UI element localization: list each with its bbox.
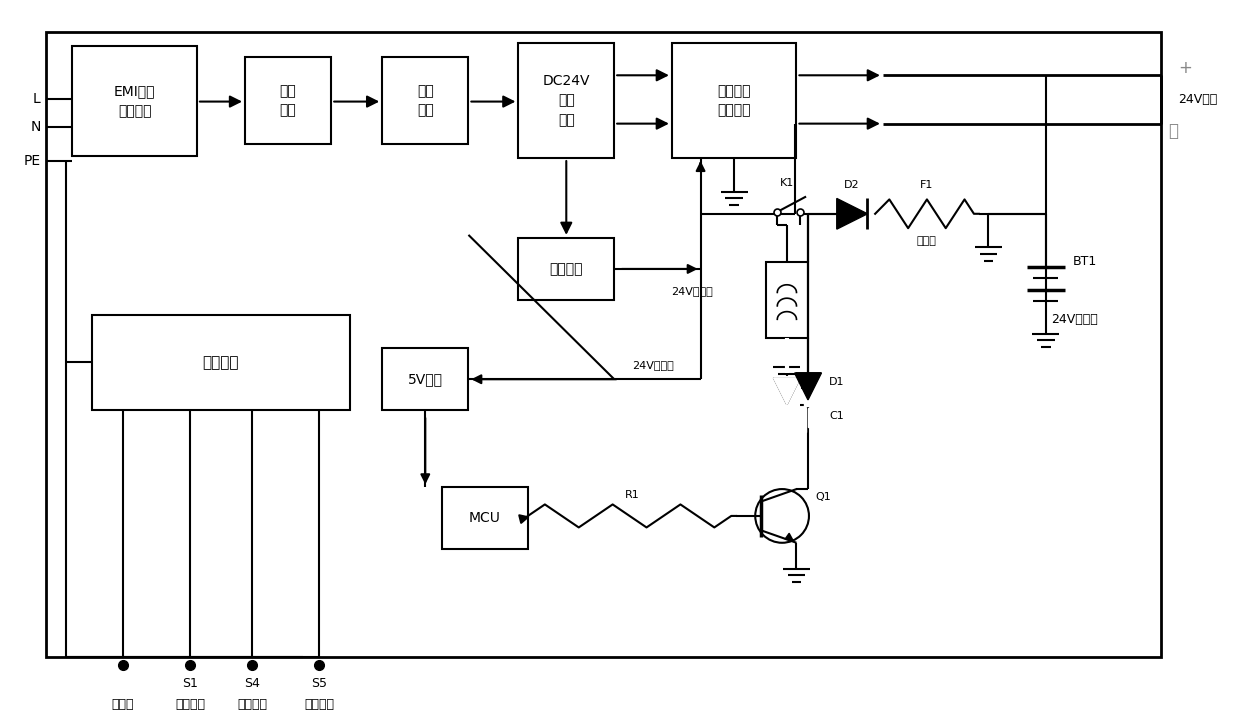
Text: 充电管理: 充电管理 [549,262,583,276]
Bar [518,238,614,300]
Text: 功率
转换: 功率 转换 [417,84,434,117]
Text: EMI滤波
防雷保护: EMI滤波 防雷保护 [114,84,155,118]
Text: 备电工作: 备电工作 [237,699,267,710]
Bar [246,58,331,143]
Text: N: N [30,121,41,134]
Text: S5: S5 [311,677,327,690]
Text: 24V继电器: 24V继电器 [671,285,713,295]
Text: 保险丝: 保险丝 [918,236,937,246]
Text: D2: D2 [844,180,859,190]
Text: Q1: Q1 [816,492,831,502]
Polygon shape [837,199,868,229]
Text: 输出信号: 输出信号 [202,355,239,370]
Bar [382,348,469,410]
Bar [92,315,351,410]
Text: S1: S1 [182,677,198,690]
Bar [766,262,808,339]
Text: 主、备电
转换电路: 主、备电 转换电路 [718,84,751,117]
Polygon shape [774,378,800,405]
Text: L: L [33,92,41,106]
Text: 24V电池组: 24V电池组 [1050,313,1097,326]
Text: D1: D1 [800,381,816,391]
Text: MCU: MCU [469,511,501,525]
Text: BT1: BT1 [1073,256,1097,268]
Text: 24V继电器: 24V继电器 [631,360,673,370]
Bar [672,43,796,158]
Text: C1: C1 [804,412,818,422]
Text: F1: F1 [920,180,934,190]
Bar [382,58,469,143]
Text: 主电工作: 主电工作 [175,699,205,710]
Text: 24V输出: 24V输出 [1178,93,1218,106]
Text: 整流
滤波: 整流 滤波 [280,84,296,117]
Polygon shape [768,408,806,432]
Text: PE: PE [24,154,41,168]
Text: －: － [1168,122,1179,141]
Polygon shape [808,408,835,427]
Bar [72,46,197,156]
Text: +: + [1178,59,1192,77]
Text: DC24V
整流
滤波: DC24V 整流 滤波 [543,74,590,127]
Text: K1: K1 [780,178,794,188]
Text: S4: S4 [244,677,260,690]
Text: R1: R1 [625,490,640,500]
Polygon shape [805,374,835,405]
Bar [441,487,528,550]
Text: 5V稳压: 5V稳压 [408,372,443,386]
Text: 公共端: 公共端 [112,699,134,710]
Polygon shape [774,378,800,405]
Bar [518,43,614,158]
Text: 输出故障: 输出故障 [304,699,335,710]
Text: D1: D1 [830,376,844,387]
Text: C1: C1 [830,411,844,421]
Polygon shape [795,373,821,400]
